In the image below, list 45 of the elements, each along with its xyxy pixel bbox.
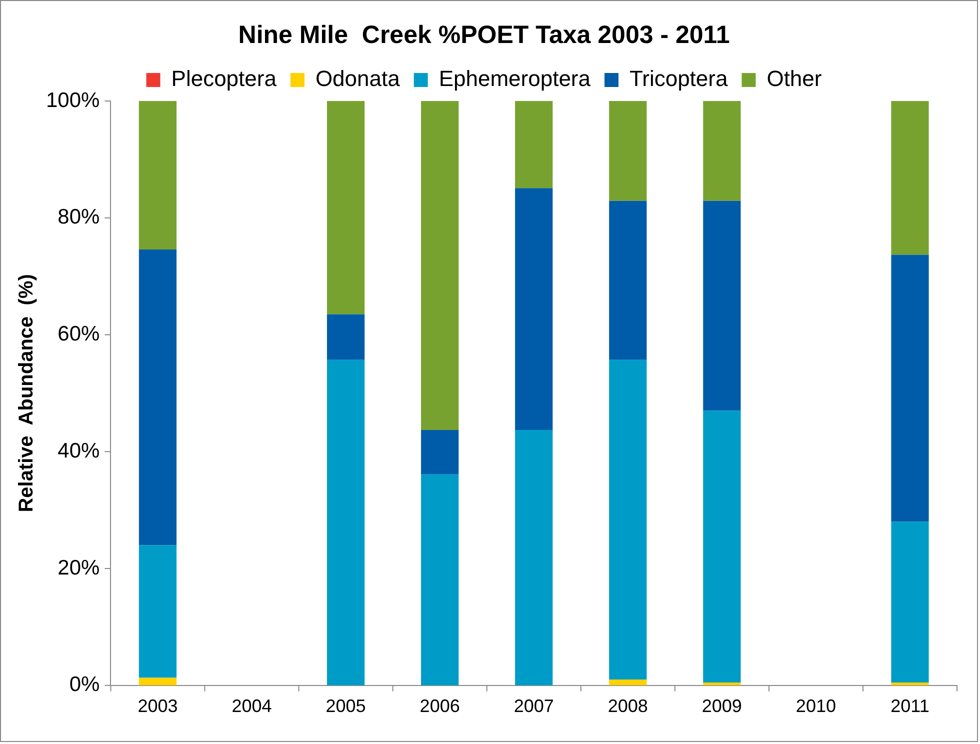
bar	[703, 200, 741, 411]
x-tick-label: 2009	[702, 696, 742, 716]
bar	[138, 678, 177, 686]
bar	[609, 680, 647, 686]
legend-label: Tricoptera	[629, 66, 728, 92]
legend-label: Plecoptera	[171, 66, 278, 92]
bar	[421, 101, 459, 430]
y-tick-label: 0%	[69, 673, 100, 696]
legend-label: Other	[766, 66, 822, 92]
bar	[515, 101, 553, 188]
bar	[891, 522, 929, 682]
bar	[421, 430, 459, 474]
bar	[421, 474, 459, 686]
x-tick-label: 2010	[796, 696, 836, 716]
y-tick-label: 100%	[46, 88, 100, 112]
bar	[515, 430, 553, 686]
bar	[703, 101, 741, 201]
x-tick-label: 2008	[608, 696, 648, 716]
chart-title: Nine Mile Creek %POET Taxa 2003 - 2011	[238, 20, 730, 49]
bar	[609, 200, 647, 360]
bar	[891, 254, 929, 522]
y-axis-title: Relative Abundance (%)	[16, 274, 38, 512]
bar	[138, 101, 177, 250]
bar	[326, 101, 365, 314]
x-tick-label: 2007	[514, 696, 554, 716]
x-tick-label: 2005	[326, 696, 366, 716]
x-tick-label: 2004	[232, 696, 272, 716]
bar	[609, 101, 647, 201]
y-tick-label: 80%	[58, 206, 100, 229]
bar	[326, 360, 365, 686]
y-tick-label: 40%	[58, 439, 100, 462]
x-tick-label: 2011	[890, 696, 930, 716]
bar	[703, 410, 741, 682]
y-tick-label: 60%	[58, 322, 100, 346]
x-tick-label: 2006	[420, 696, 460, 716]
bar	[326, 314, 365, 360]
bar	[609, 360, 647, 680]
bar	[138, 249, 177, 546]
bar	[138, 545, 177, 678]
bar	[515, 188, 553, 430]
y-tick-label: 20%	[58, 556, 100, 580]
legend-label: Ephemeroptera	[438, 66, 592, 92]
legend-label: Odonata	[315, 66, 401, 92]
bar	[891, 101, 929, 255]
x-tick-label: 2003	[138, 696, 178, 716]
